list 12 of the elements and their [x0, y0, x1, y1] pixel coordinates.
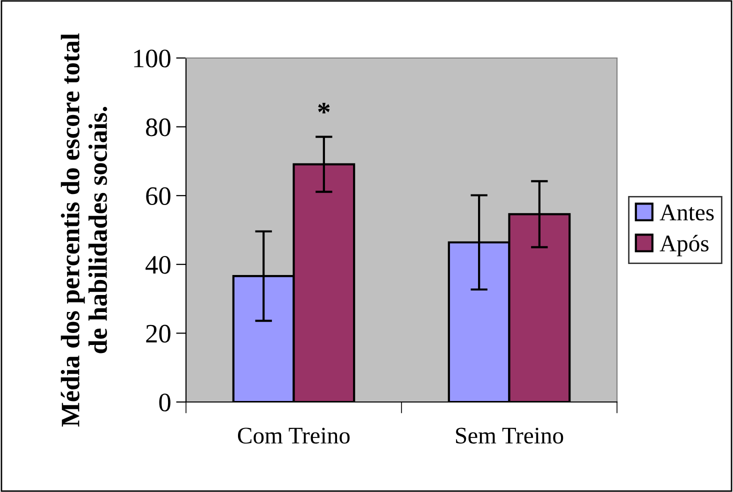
y-tick-label: 80 — [146, 118, 170, 136]
y-tick-label: 20 — [146, 324, 170, 343]
legend-label: Após — [660, 234, 708, 256]
y-axis-title: Média dos percentis do escore total de habilidades sociais. — [60, 33, 108, 427]
x-tick-label: Com Treino — [238, 428, 350, 444]
y-tick-label: 0 — [159, 394, 170, 412]
y-tick-label: 100 — [134, 50, 170, 68]
x-tick-label: Sem Treino — [456, 428, 564, 444]
legend-label: Antes — [660, 204, 714, 220]
annotation: * — [318, 102, 330, 114]
y-tick-label: 40 — [146, 256, 170, 274]
y-tick-label: 60 — [146, 187, 170, 206]
